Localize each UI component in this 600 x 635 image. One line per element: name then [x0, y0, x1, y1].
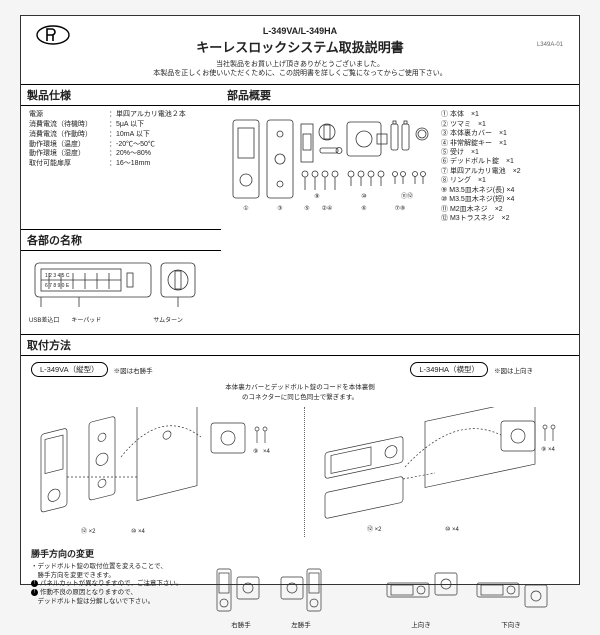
svg-text:⑥: ⑥ — [361, 205, 366, 212]
model-number: L-349VA/L-349HA — [21, 26, 579, 36]
tag-ha: L-349HA（横型） — [410, 362, 488, 377]
svg-text:⑫ ×2: ⑫ ×2 — [367, 525, 382, 533]
svg-text:⑩: ⑩ — [361, 193, 366, 200]
tag-va: L-349VA（縦型） — [31, 362, 108, 377]
svg-text:⑩ ×4: ⑩ ×4 — [131, 528, 146, 535]
svg-text:⑨: ⑨ — [253, 448, 258, 455]
warn-icon: ! — [31, 580, 38, 587]
specs-section: 製品仕様 電源：単四アルカリ電池２本 消費電流（待機時）：5μA 以下 消費電流… — [21, 84, 221, 227]
svg-text:⑤: ⑤ — [304, 205, 309, 212]
warn-icon: ! — [31, 589, 38, 596]
label-usb: USB差込口 — [29, 315, 59, 324]
svg-text:×4: ×4 — [263, 449, 271, 455]
svg-text:⑩ ×4: ⑩ ×4 — [445, 526, 460, 533]
svg-text:①: ① — [243, 205, 248, 212]
intro-text: 当社製品をお買い上げ頂きありがとうございました。 本製品を正しくお使いいただくた… — [21, 60, 579, 78]
names-diagram: 1 2 3 4 5 C 6 7 8 9 0 E — [21, 251, 221, 330]
parts-diagram: ① ③ ⑤ ②④ ⑥ ⑦⑧ ⑨ ⑩ ⑪⑫ — [227, 110, 437, 223]
install-fig-ha: ⑨ ×4 ⑫ ×2 ⑩ ×4 — [304, 407, 570, 537]
brand-logo — [35, 24, 71, 46]
svg-text:⑫ ×2: ⑫ ×2 — [81, 527, 96, 535]
svg-text:⑦⑧: ⑦⑧ — [395, 205, 406, 212]
handing-section: 勝手方向の変更 ・デッドボルト錠の取付位置を変えることで、 勝手方向を変更できま… — [31, 547, 569, 629]
handing-diagram: 右勝手 左勝手 上向き 下向き — [211, 563, 569, 629]
svg-text:⑨ ×4: ⑨ ×4 — [541, 446, 556, 453]
install-section: 取付方法 L-349VA（縦型） ※図は右勝手 L-349HA（横型） ※図は上… — [21, 334, 579, 635]
specs-heading: 製品仕様 — [21, 84, 221, 106]
svg-text:②④: ②④ — [322, 205, 333, 212]
doc-title: キーレスロックシステム取扱説明書 — [21, 37, 579, 56]
parts-heading: 部品概要 — [221, 84, 579, 106]
manual-sheet: L-349VA/L-349HA キーレスロックシステム取扱説明書 L349A-0… — [20, 15, 580, 585]
label-thumb: サムターン — [153, 315, 183, 324]
install-fig-va: ⑨ ×4 ⑫ ×2 ⑩ ×4 — [31, 407, 296, 537]
svg-text:③: ③ — [277, 205, 282, 212]
names-section: 各部の名称 1 2 3 4 5 C 6 7 8 9 0 E — [21, 229, 221, 330]
svg-text:⑪⑫: ⑪⑫ — [401, 192, 413, 200]
specs-table: 電源：単四アルカリ電池２本 消費電流（待機時）：5μA 以下 消費電流（作動時）… — [21, 106, 221, 173]
parts-section: 部品概要 — [221, 84, 579, 227]
svg-text:⑨: ⑨ — [314, 193, 319, 200]
doc-number: L349A-01 — [537, 42, 563, 48]
install-heading: 取付方法 — [21, 334, 579, 356]
header: L-349VA/L-349HA キーレスロックシステム取扱説明書 — [21, 16, 579, 56]
names-heading: 各部の名称 — [21, 229, 221, 251]
label-keypad: キーパッド — [71, 315, 101, 324]
parts-list: ① 本体 ×1 ② ツマミ ×1 ③ 本体裏カバー ×1 ④ 非常解錠キー ×1… — [437, 110, 573, 223]
